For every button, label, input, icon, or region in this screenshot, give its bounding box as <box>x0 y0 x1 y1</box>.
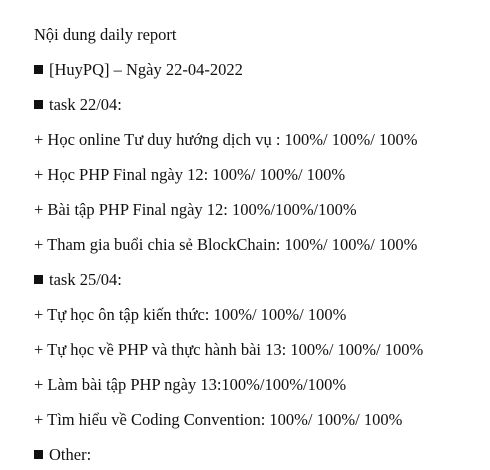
section-heading-text: task 25/04: <box>49 270 122 289</box>
black-square-bullet-icon <box>34 100 43 109</box>
document-title: Nội dung daily report <box>34 25 177 44</box>
black-square-bullet-icon <box>34 65 43 74</box>
black-square-bullet-icon <box>34 450 43 459</box>
task-item: + Học PHP Final ngày 12: 100%/ 100%/ 100… <box>34 165 346 184</box>
section-heading-task-22-04: task 22/04: <box>34 94 490 129</box>
section-heading-text: Other: <box>49 445 92 464</box>
section-heading-text: task 22/04: <box>49 95 122 114</box>
task-item: + Bài tập PHP Final ngày 12: 100%/100%/1… <box>34 200 357 219</box>
section-heading-task-25-04: task 25/04: <box>34 269 490 304</box>
section-heading-other: Other: <box>34 444 490 470</box>
task-item: + Tự học ôn tập kiến thức: 100%/ 100%/ 1… <box>34 305 347 324</box>
report-header-text: [HuyPQ] – Ngày 22-04-2022 <box>49 60 243 79</box>
task-item: + Tự học về PHP và thực hành bài 13: 100… <box>34 340 424 359</box>
task-item: + Học online Tư duy hướng dịch vụ : 100%… <box>34 130 418 149</box>
black-square-bullet-icon <box>34 275 43 284</box>
task-item: + Làm bài tập PHP ngày 13:100%/100%/100% <box>34 375 347 394</box>
task-item: + Tìm hiểu về Coding Convention: 100%/ 1… <box>34 410 403 429</box>
task-item: + Tham gia buổi chia sẻ BlockChain: 100%… <box>34 235 418 254</box>
report-header: [HuyPQ] – Ngày 22-04-2022 <box>34 59 490 94</box>
